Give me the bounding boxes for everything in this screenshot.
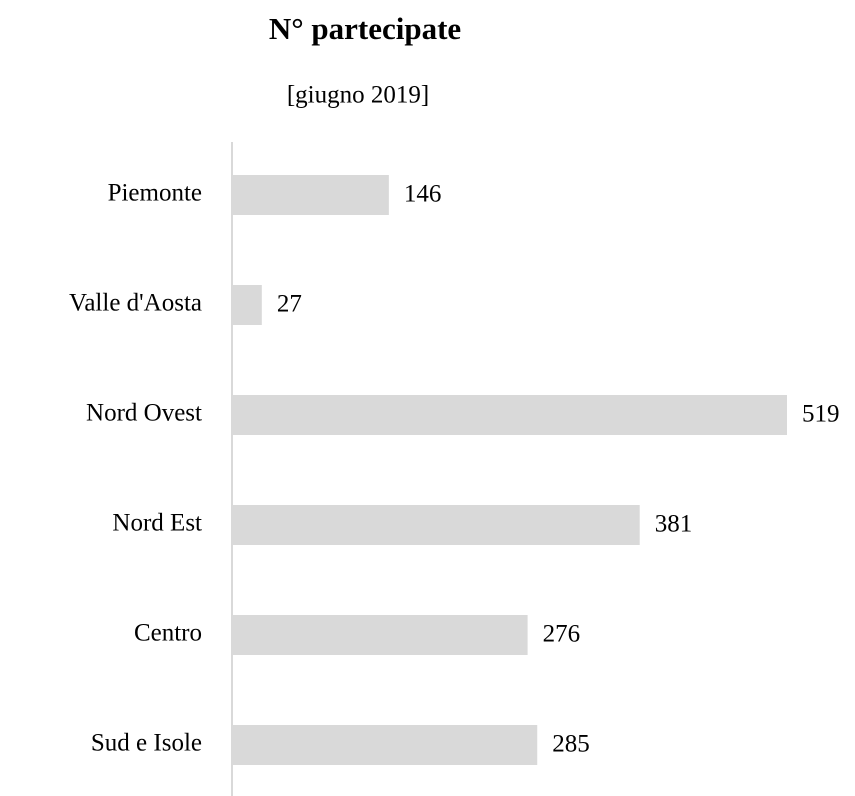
chart-subtitle: [giugno 2019] [287,82,429,109]
y-tick-label: Centro [134,620,202,647]
value-label: 27 [277,291,302,318]
bar [233,725,538,765]
value-label: 146 [404,181,442,208]
bar [233,615,528,655]
chart-title: N° partecipate [269,11,461,46]
y-tick-label: Nord Ovest [86,400,202,427]
bar [233,285,262,325]
y-tick-label: Nord Est [112,510,202,537]
bar [233,395,787,435]
value-label: 519 [802,401,840,428]
bar [233,175,389,215]
bar [233,505,640,545]
value-label: 276 [543,621,581,648]
y-tick-label: Piemonte [108,180,202,207]
value-label: 381 [655,511,693,538]
y-tick-label: Sud e Isole [91,730,202,757]
y-tick-label: Valle d'Aosta [69,290,202,317]
value-label: 285 [552,731,590,758]
